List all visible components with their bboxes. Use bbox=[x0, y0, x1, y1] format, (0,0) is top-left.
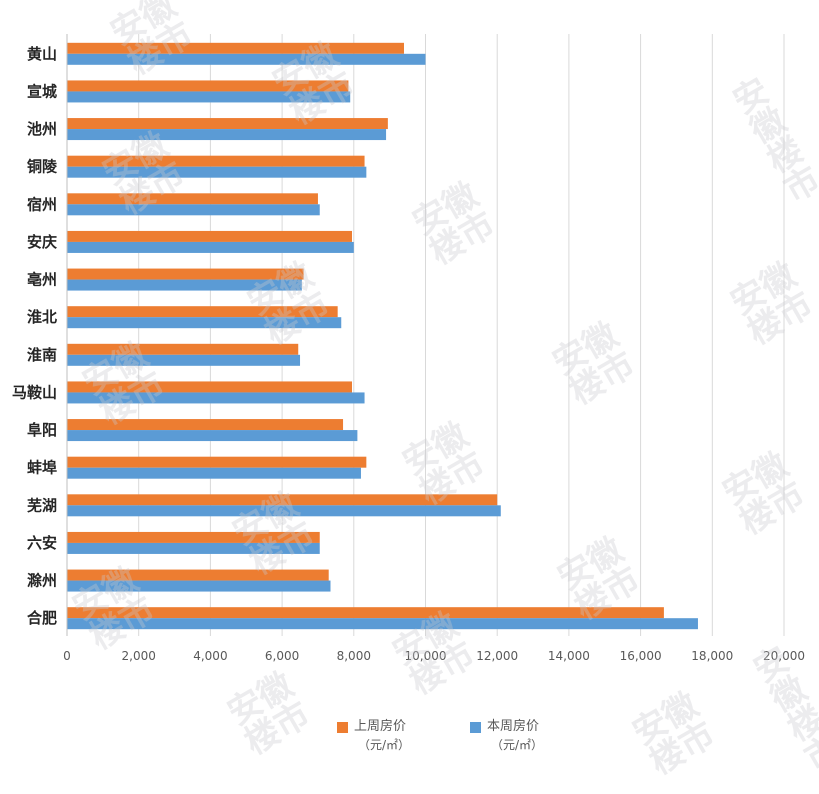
legend-label-last-week: 上周房价 bbox=[354, 719, 407, 734]
bar-last-week bbox=[67, 569, 329, 581]
bar-last-week bbox=[67, 118, 388, 130]
y-category-label: 六安 bbox=[27, 534, 57, 552]
y-category-label: 安庆 bbox=[27, 233, 57, 251]
x-tick-label: 16,000 bbox=[620, 649, 662, 663]
legend-unit-last-week: （元/㎡） bbox=[358, 738, 411, 752]
bar-last-week bbox=[67, 531, 320, 543]
bar-last-week bbox=[67, 306, 338, 318]
x-tick-label: 6,000 bbox=[265, 649, 299, 663]
legend-item-this-week: 本周房价 （元/㎡） bbox=[470, 718, 543, 754]
bar-last-week bbox=[67, 343, 299, 355]
bar-this-week bbox=[67, 354, 301, 366]
x-tick-label: 12,000 bbox=[476, 649, 518, 663]
bar-this-week bbox=[67, 618, 698, 630]
bar-this-week bbox=[67, 91, 351, 103]
legend-swatch-this-week bbox=[470, 722, 481, 733]
bar-last-week bbox=[67, 80, 349, 92]
bar-last-week bbox=[67, 42, 404, 54]
y-category-label: 芜湖 bbox=[27, 496, 57, 514]
bar-last-week bbox=[67, 268, 304, 280]
y-category-label: 淮北 bbox=[27, 308, 57, 326]
legend-swatch-last-week bbox=[337, 722, 348, 733]
y-category-label: 亳州 bbox=[27, 271, 57, 289]
y-category-label: 马鞍山 bbox=[12, 383, 57, 401]
bar-this-week bbox=[67, 430, 358, 442]
bar-last-week bbox=[67, 456, 367, 468]
x-tick-label: 18,000 bbox=[691, 649, 733, 663]
bar-last-week bbox=[67, 155, 365, 167]
bar-this-week bbox=[67, 580, 331, 592]
y-category-label: 淮南 bbox=[27, 346, 57, 364]
y-category-label: 蚌埠 bbox=[27, 459, 57, 477]
bar-last-week bbox=[67, 607, 664, 619]
y-category-label: 铜陵 bbox=[27, 158, 58, 176]
x-tick-label: 14,000 bbox=[548, 649, 590, 663]
bar-this-week bbox=[67, 204, 320, 216]
bar-this-week bbox=[67, 53, 426, 65]
x-tick-label: 10,000 bbox=[405, 649, 447, 663]
bar-this-week bbox=[67, 317, 342, 329]
y-category-label: 合肥 bbox=[26, 609, 57, 627]
bar-last-week bbox=[67, 230, 353, 242]
x-tick-label: 4,000 bbox=[193, 649, 227, 663]
y-category-label: 黄山 bbox=[27, 45, 57, 63]
bar-this-week bbox=[67, 542, 320, 554]
y-category-label: 池州 bbox=[27, 120, 57, 138]
bars bbox=[67, 42, 698, 630]
y-category-label: 阜阳 bbox=[27, 421, 57, 439]
x-tick-label: 8,000 bbox=[337, 649, 371, 663]
bar-this-week bbox=[67, 279, 302, 291]
bar-last-week bbox=[67, 419, 344, 431]
bar-this-week bbox=[67, 467, 361, 479]
y-category-label: 宿州 bbox=[27, 195, 57, 213]
bar-this-week bbox=[67, 505, 501, 517]
bar-this-week bbox=[67, 129, 387, 141]
bar-this-week bbox=[67, 241, 354, 253]
bar-last-week bbox=[67, 381, 353, 393]
x-tick-label: 2,000 bbox=[122, 649, 156, 663]
x-tick-label: 20,000 bbox=[763, 649, 805, 663]
bar-last-week bbox=[67, 494, 498, 506]
x-axis-labels: 0 2,000 4,000 6,000 8,000 10,000 12,000 14,000 1… bbox=[63, 649, 805, 663]
y-category-label: 宣城 bbox=[27, 82, 57, 100]
bar-last-week bbox=[67, 193, 318, 205]
x-tick-label: 0 bbox=[63, 649, 71, 663]
bar-this-week bbox=[67, 166, 367, 178]
bar-this-week bbox=[67, 392, 365, 404]
legend-label-this-week: 本周房价 bbox=[487, 719, 540, 734]
legend-unit-this-week: （元/㎡） bbox=[491, 738, 544, 752]
y-category-label: 滁州 bbox=[27, 572, 57, 590]
legend: 上周房价 （元/㎡） 本周房价 （元/㎡） bbox=[0, 718, 819, 768]
legend-item-last-week: 上周房价 （元/㎡） bbox=[337, 718, 410, 754]
